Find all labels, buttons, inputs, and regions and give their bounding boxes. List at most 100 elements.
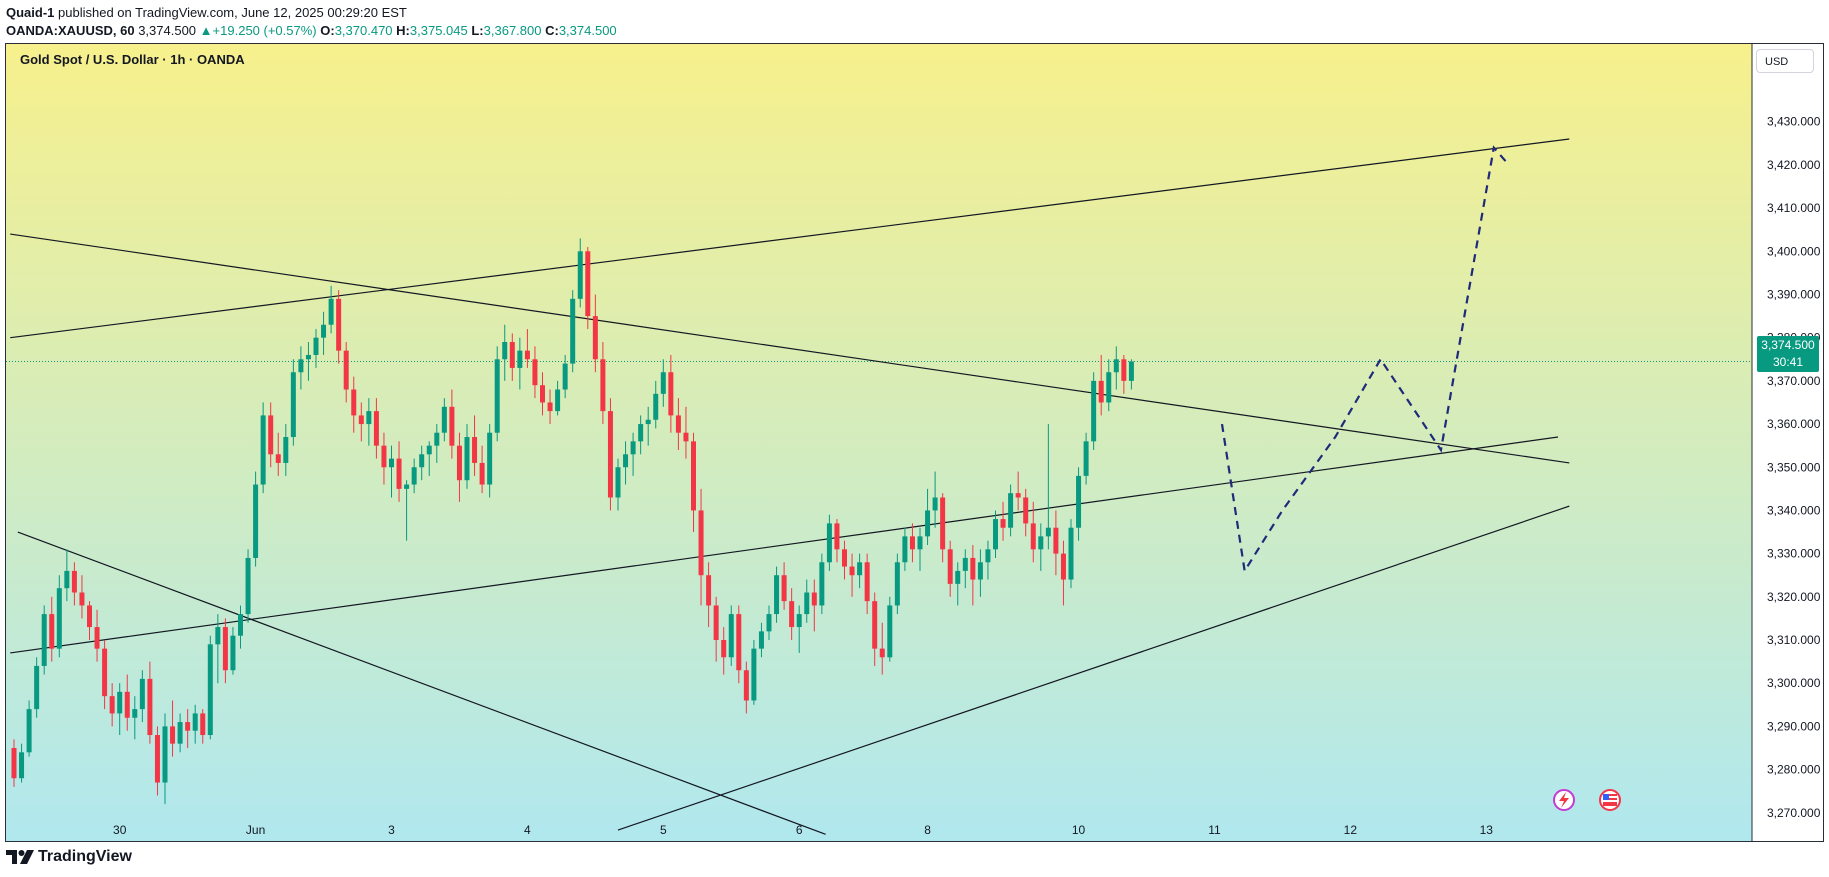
candle (660, 359, 666, 407)
candle (321, 311, 327, 355)
candle (909, 523, 915, 563)
low-value: 3,367.800 (483, 23, 542, 38)
candle-body (758, 631, 764, 649)
candle-body (509, 342, 515, 368)
lightning-event-icon[interactable] (1553, 789, 1575, 811)
candle-body (464, 437, 470, 481)
candle (313, 329, 319, 368)
middle-rising-line[interactable] (10, 436, 1559, 654)
candle (268, 402, 274, 468)
candle-body (245, 557, 251, 615)
candle-body (336, 298, 342, 351)
candle (479, 445, 485, 494)
candle (162, 713, 168, 805)
candle-body (132, 709, 138, 718)
candle-body (351, 389, 357, 416)
candle-body (600, 359, 606, 412)
candle (592, 294, 598, 373)
candle-body (396, 458, 402, 489)
candle (517, 337, 523, 390)
brand-name: TradingView (38, 848, 132, 865)
price-tick-label: 3,290.000 (1767, 719, 1821, 733)
candle (962, 549, 968, 589)
publisher-name[interactable]: Quaid-1 (6, 5, 55, 20)
candle (698, 488, 704, 606)
candle (970, 544, 976, 606)
candle (434, 424, 440, 463)
time-scale[interactable]: 30 Jun 3 4 5 6 8 10 11 12 13 (113, 823, 1493, 837)
candle (691, 432, 696, 533)
candle (834, 519, 840, 563)
candle (260, 402, 266, 494)
candle-body (743, 670, 749, 701)
time-tick-label: 5 (660, 823, 667, 837)
currency-button[interactable]: USD (1756, 49, 1814, 73)
candle-body (1015, 493, 1021, 498)
candle (887, 596, 893, 662)
trendlines[interactable] (10, 138, 1570, 835)
candle (509, 333, 515, 381)
candle-body (260, 415, 266, 485)
candle (623, 441, 629, 485)
candle (426, 441, 432, 476)
lower-support-line[interactable] (617, 505, 1570, 831)
candle-body (434, 432, 440, 446)
candle (532, 346, 538, 399)
candle (207, 635, 213, 740)
time-tick-label: Jun (246, 823, 265, 837)
price-scale[interactable]: 3,270.000 3,280.000 3,290.000 3,300.000 3,31… (1767, 115, 1821, 820)
early-descending-line[interactable] (17, 531, 826, 835)
candle-body (857, 562, 863, 576)
candle-body (49, 614, 55, 649)
candle-body (404, 484, 410, 489)
candle (177, 713, 183, 753)
candle-body (660, 372, 666, 394)
candle (547, 389, 553, 425)
candle-body (253, 484, 259, 558)
candle-body (902, 536, 908, 563)
tradingview-logo-icon (6, 850, 34, 864)
projection-path[interactable] (1220, 145, 1510, 575)
candle-body (879, 648, 885, 658)
candle (71, 562, 77, 606)
candle-body (675, 415, 681, 433)
candle-body (864, 562, 870, 602)
candle (932, 471, 938, 528)
candle (102, 640, 108, 710)
candle (502, 324, 508, 381)
candle (917, 527, 923, 571)
candle-body (774, 575, 780, 615)
candle-body (56, 588, 62, 649)
candle-body (177, 722, 183, 744)
candle (955, 562, 961, 606)
candle (826, 514, 832, 571)
candle-body (932, 497, 938, 511)
price-tick-label: 3,310.000 (1767, 633, 1821, 647)
candle-body (170, 726, 176, 744)
descending-resistance-line[interactable] (10, 233, 1570, 464)
high-value: 3,375.045 (409, 23, 468, 38)
candle (79, 575, 85, 619)
price-tick-label: 3,430.000 (1767, 115, 1821, 129)
us-flag-event-icon[interactable] (1599, 789, 1621, 811)
candle (857, 553, 863, 589)
tradingview-logo[interactable]: TradingView (6, 848, 132, 866)
candle (1098, 354, 1104, 416)
price-chart[interactable]: 3,270.000 3,280.000 3,290.000 3,300.000 3,31… (6, 44, 1824, 842)
upper-rising-line[interactable] (10, 138, 1570, 339)
candle (11, 739, 17, 787)
candle (404, 480, 410, 541)
chart-area[interactable]: 3,270.000 3,280.000 3,290.000 3,300.000 3,31… (5, 43, 1824, 842)
candle-body (819, 562, 825, 606)
candle-body (19, 752, 25, 779)
projected-path[interactable] (1220, 145, 1510, 575)
candle (87, 601, 92, 641)
candle-body (200, 713, 206, 736)
candle (1121, 354, 1127, 394)
price-tick-label: 3,410.000 (1767, 201, 1821, 215)
last-price-value: 3,374.500 (138, 23, 197, 38)
candles (11, 238, 1134, 805)
candle-body (517, 350, 523, 368)
candle-body (139, 678, 145, 710)
candle-body (532, 359, 538, 386)
